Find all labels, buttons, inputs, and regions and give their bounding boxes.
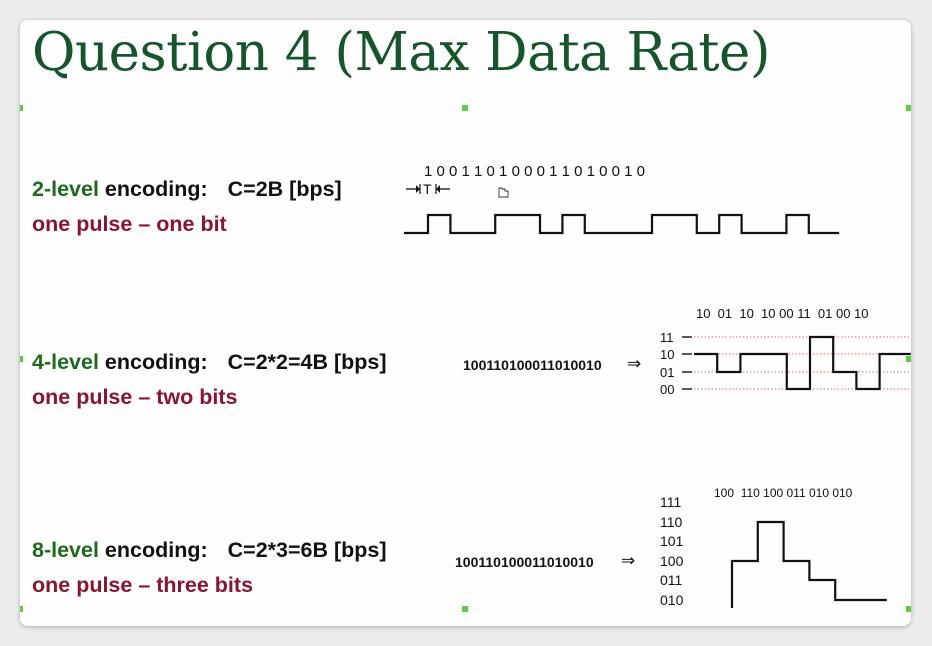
cursor-hand-icon — [498, 187, 509, 198]
row1-heading: 2-level encoding: C=2B [bps] — [32, 177, 342, 202]
symbol-groups-label: 100 110 100 011 010 010 — [714, 486, 853, 500]
symbol-groups-label: 10 01 10 10 00 11 01 00 10 — [696, 306, 869, 321]
row1-level: 2-level — [32, 177, 99, 201]
row3-encoding: encoding: — [104, 538, 208, 562]
y-level-label: 011 — [660, 572, 683, 588]
row2-encoding: encoding: — [104, 350, 208, 374]
diagram-2-level: 1 0 0 1 1 0 1 0 0 0 1 1 0 1 0 0 1 0 T — [404, 163, 840, 235]
y-level-label: 010 — [660, 592, 684, 608]
y-level-label: 101 — [660, 533, 684, 549]
row1-encoding: encoding: — [104, 177, 208, 201]
slide-title: Question 4 (Max Data Rate) — [32, 22, 771, 83]
waveform-2-level — [404, 213, 840, 235]
row3-bit-sequence: 100110100011010010 — [455, 554, 594, 570]
resize-handle-top[interactable] — [462, 105, 468, 111]
diagram-8-level: 100 110 100 011 010 010 111 110 101 100 011 0… — [660, 486, 887, 608]
y-level-label: 100 — [660, 553, 684, 569]
row3-formula: C=2*3=6B [bps] — [227, 538, 387, 562]
y-level-label: 110 — [660, 514, 683, 530]
row2-heading: 4-level encoding: C=2*2=4B [bps] — [32, 350, 387, 375]
row2-subtitle: one pulse – two bits — [32, 385, 238, 409]
resize-handle-left[interactable] — [20, 105, 23, 111]
resize-handle-right[interactable] — [906, 105, 911, 111]
waveform-4-level — [694, 335, 911, 391]
y-level-label: 00 — [660, 382, 674, 397]
y-level-label: 01 — [660, 365, 674, 380]
resize-handle-bottom[interactable] — [462, 606, 468, 612]
row2-formula: C=2*2=4B [bps] — [227, 350, 387, 374]
period-arrowhead-right — [436, 185, 440, 193]
resize-handle-bottom-right[interactable] — [906, 606, 911, 612]
row2-arrow: ⇒ — [627, 354, 642, 374]
y-level-label: 10 — [660, 347, 674, 362]
resize-handle-mid-right[interactable] — [906, 356, 911, 362]
resize-handle-mid-left[interactable] — [20, 356, 23, 362]
row3-subtitle: one pulse – three bits — [32, 573, 254, 597]
bit-sequence-label: 1 0 0 1 1 0 1 0 0 0 1 1 0 1 0 0 1 0 — [424, 163, 645, 180]
row2-level: 4-level — [32, 350, 99, 374]
y-level-label: 11 — [660, 330, 674, 345]
row3-heading: 8-level encoding: C=2*3=6B [bps] — [32, 538, 387, 563]
waveform-8-level — [730, 520, 887, 608]
y-level-label: 111 — [660, 494, 681, 510]
period-arrowhead-left — [416, 185, 420, 193]
diagram-4-level: 10 01 10 10 00 11 01 00 10 11 10 01 00 — [660, 306, 911, 397]
period-label: T — [423, 181, 432, 197]
row3-level: 8-level — [32, 538, 99, 562]
row3-arrow: ⇒ — [621, 551, 636, 571]
row2-bit-sequence: 100110100011010010 — [463, 357, 602, 373]
resize-handle-bottom-left[interactable] — [20, 606, 23, 612]
slide: Question 4 (Max Data Rate) 2-level encod… — [20, 20, 911, 626]
row1-subtitle: one pulse – one bit — [32, 212, 227, 236]
row1-formula: C=2B [bps] — [227, 177, 342, 201]
